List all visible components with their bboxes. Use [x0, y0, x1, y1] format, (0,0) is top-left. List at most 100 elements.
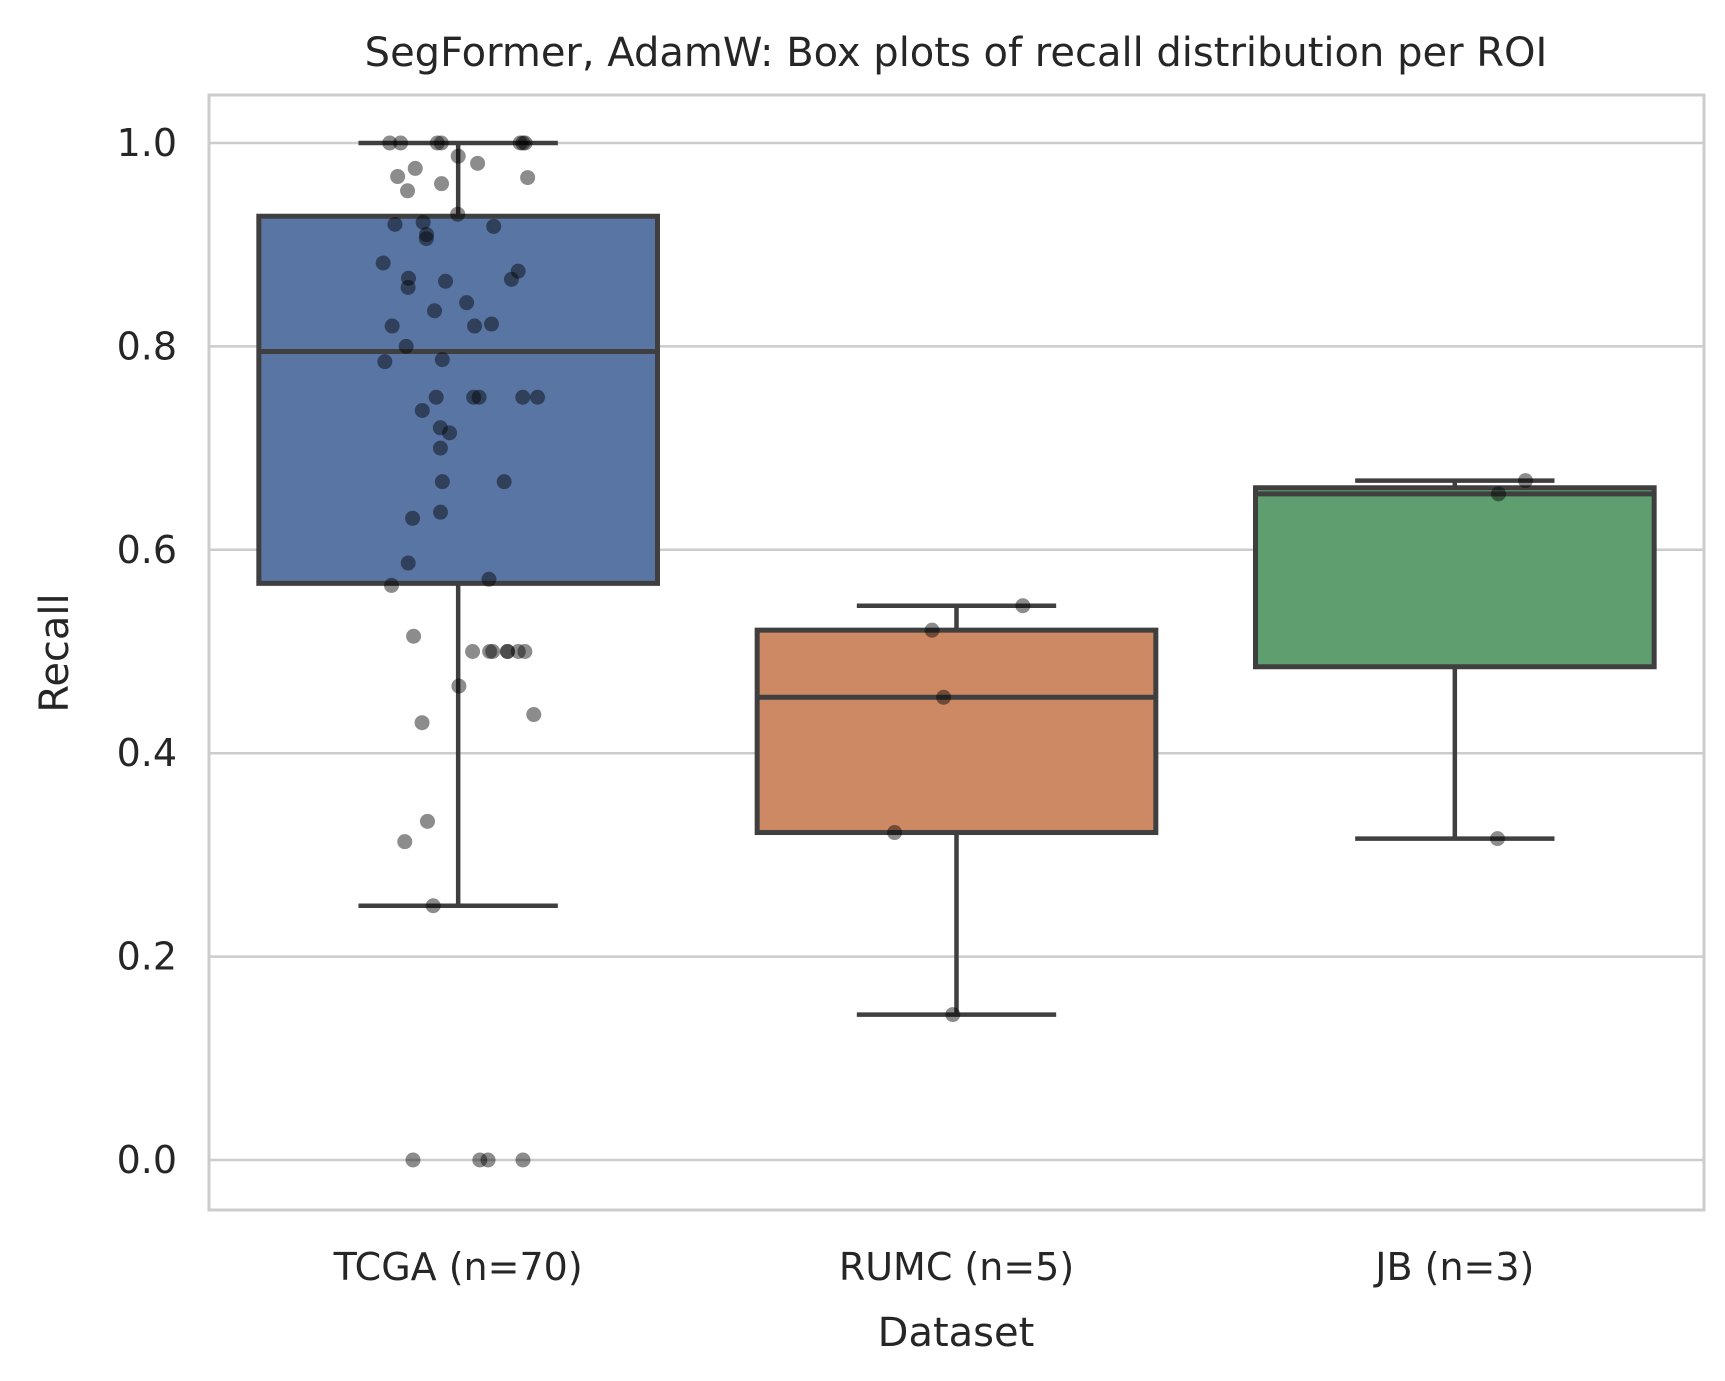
- x-tick-label: RUMC (n=5): [839, 1245, 1074, 1289]
- data-point: [512, 135, 528, 151]
- data-point: [434, 474, 450, 490]
- data-point: [459, 295, 475, 311]
- data-point: [405, 510, 421, 526]
- data-point: [471, 389, 487, 405]
- data-point: [510, 644, 526, 659]
- data-point: [499, 644, 515, 659]
- data-point: [400, 279, 416, 295]
- data-point: [496, 474, 512, 490]
- plot-frame: [207, 93, 1706, 1212]
- data-point: [466, 389, 482, 405]
- data-point: [405, 1152, 421, 1168]
- data-point: [515, 135, 531, 151]
- data-point: [418, 231, 434, 247]
- data-point: [500, 644, 516, 659]
- data-point: [486, 218, 502, 234]
- data-point: [401, 270, 417, 286]
- data-point: [382, 135, 398, 151]
- data-point: [1490, 486, 1506, 502]
- data-points: [375, 135, 1533, 1168]
- data-point: [383, 577, 399, 593]
- data-point: [467, 318, 483, 334]
- data-point: [936, 689, 952, 705]
- data-point: [387, 216, 403, 232]
- x-axis-label: Dataset: [878, 1310, 1035, 1356]
- data-point: [887, 825, 903, 841]
- x-tick-label: TCGA (n=70): [333, 1245, 583, 1289]
- y-tick-label: 0.2: [117, 935, 177, 979]
- box-group: [1253, 478, 1657, 841]
- data-point: [419, 227, 435, 243]
- data-point: [520, 170, 536, 186]
- data-point: [481, 571, 497, 587]
- data-point: [415, 214, 431, 230]
- data-point: [433, 135, 449, 151]
- data-point: [375, 255, 391, 271]
- data-point: [428, 389, 444, 405]
- data-point: [480, 1152, 496, 1168]
- data-point: [414, 402, 430, 418]
- data-point: [510, 263, 526, 279]
- box-group: [256, 140, 660, 908]
- data-point: [400, 555, 416, 571]
- data-point: [432, 440, 448, 456]
- data-point: [434, 352, 450, 368]
- data-point: [442, 425, 458, 441]
- iqr-box: [256, 213, 660, 586]
- data-point: [485, 644, 501, 659]
- data-point: [526, 707, 542, 723]
- data-point: [407, 160, 423, 176]
- data-point: [1015, 598, 1031, 614]
- data-point: [482, 644, 498, 659]
- data-point: [400, 183, 416, 199]
- y-tick-label: 0.0: [117, 1138, 177, 1182]
- data-point: [517, 135, 533, 151]
- data-point: [434, 176, 450, 192]
- box-group: [754, 603, 1159, 1017]
- data-point: [451, 678, 467, 694]
- data-point: [425, 898, 441, 914]
- data-point: [429, 135, 445, 151]
- y-tick-label: 1.0: [117, 121, 177, 165]
- chart-title: SegFormer, AdamW: Box plots of recall di…: [365, 30, 1548, 76]
- iqr-box: [754, 627, 1159, 836]
- data-point: [438, 273, 454, 289]
- data-point: [397, 834, 413, 850]
- data-point: [406, 628, 422, 644]
- data-point: [384, 318, 400, 334]
- data-point: [1490, 831, 1506, 847]
- data-point: [503, 271, 519, 287]
- x-tick-label: JB (n=3): [1373, 1245, 1534, 1289]
- data-point: [450, 148, 466, 164]
- data-point: [517, 644, 533, 659]
- data-point: [515, 1152, 531, 1168]
- data-point: [419, 813, 435, 829]
- data-point: [427, 303, 443, 319]
- data-point: [945, 1007, 961, 1023]
- data-point: [530, 389, 546, 405]
- data-point: [433, 504, 449, 520]
- y-tick-label: 0.6: [117, 528, 177, 572]
- y-axis-label: Recall: [32, 593, 78, 712]
- iqr-box: [1253, 485, 1657, 670]
- tick-labels: 0.0 0.2 0.4 0.6 0.8 1.0 TCGA (n=70) RUMC (n=5) J…: [117, 121, 1535, 1289]
- data-point: [398, 338, 414, 354]
- boxes: [256, 140, 1657, 1017]
- data-point: [470, 155, 486, 171]
- y-tick-label: 0.4: [117, 731, 177, 775]
- data-point: [414, 715, 430, 731]
- data-point: [1517, 473, 1533, 489]
- data-point: [924, 622, 940, 638]
- data-point: [483, 316, 499, 332]
- data-point: [465, 644, 481, 659]
- data-point: [377, 354, 393, 370]
- data-point: [432, 420, 448, 436]
- data-point: [450, 206, 466, 222]
- data-point: [390, 169, 406, 185]
- y-tick-label: 0.8: [117, 324, 177, 368]
- data-point: [515, 389, 531, 405]
- data-point: [393, 135, 409, 151]
- data-point: [472, 1152, 488, 1168]
